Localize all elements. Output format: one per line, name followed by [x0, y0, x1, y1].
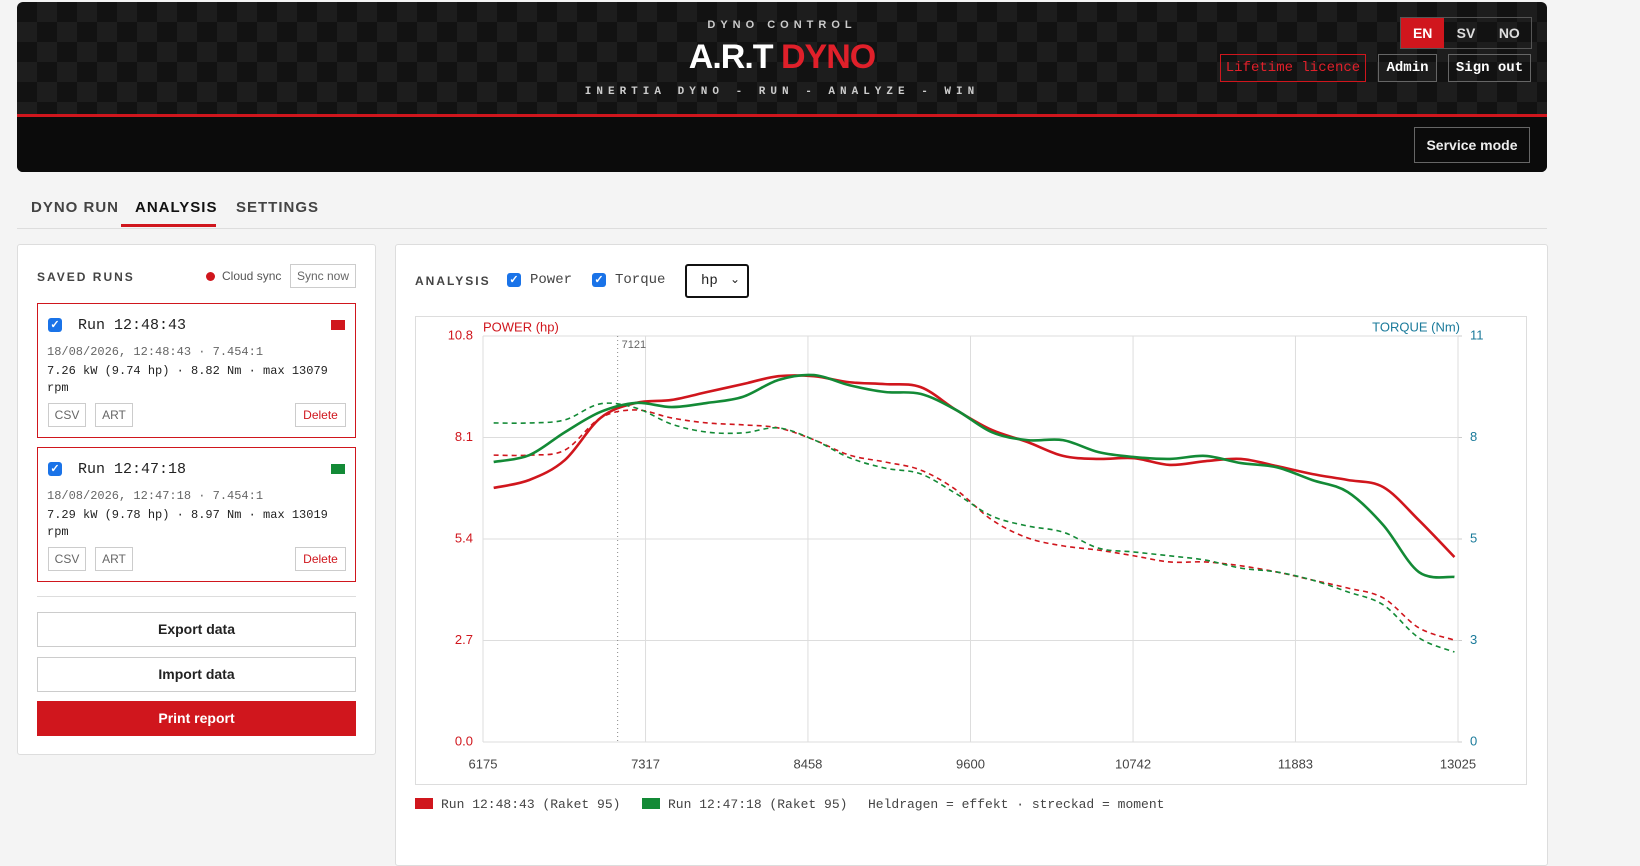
- service-mode-button[interactable]: Service mode: [1414, 127, 1530, 163]
- run-checkbox[interactable]: ✓: [48, 462, 62, 476]
- tab-active[interactable]: ANALYSIS: [135, 199, 218, 216]
- y2-tick-label: 3: [1470, 632, 1477, 647]
- sync-now-button[interactable]: Sync now: [290, 264, 356, 288]
- run-name: Run 12:48:43: [78, 317, 187, 334]
- run-name: Run 12:47:18: [78, 461, 187, 478]
- run-meta: 18/08/2026, 12:48:43 · 7.454:1: [47, 345, 264, 359]
- language[interactable]: SV: [1456, 25, 1476, 41]
- x-tick-label: 11883: [1278, 756, 1313, 771]
- sign-out-button[interactable]: Sign out: [1448, 54, 1531, 82]
- art-button[interactable]: ART: [95, 403, 133, 427]
- run-stats: 7.26 kW (9.74 hp) · 8.82 Nm · max 13079 …: [47, 364, 328, 395]
- run-meta: 18/08/2026, 12:47:18 · 7.454:1: [47, 489, 264, 503]
- torque-line: [493, 402, 1455, 653]
- analysis-title: ANALYSIS: [415, 274, 491, 288]
- x-tick-label: 8458: [793, 756, 822, 771]
- run-card[interactable]: [37, 303, 356, 438]
- y2-axis-label: TORQUE (Nm): [1372, 319, 1460, 334]
- art-button[interactable]: ART: [95, 547, 133, 571]
- rpm-marker-label: 7121: [622, 339, 646, 351]
- tab[interactable]: DYNO RUN: [31, 199, 120, 216]
- legend-entry: Run 12:48:43 (Raket 95): [441, 797, 621, 812]
- x-tick-label: 13025: [1440, 756, 1476, 771]
- run-checkbox[interactable]: ✓: [48, 318, 62, 332]
- unit-value: hp: [701, 273, 718, 289]
- y-tick-label: 10.8: [448, 327, 473, 342]
- y2-tick-label: 5: [1470, 530, 1477, 545]
- legend-entry: Run 12:47:18 (Raket 95): [668, 797, 848, 812]
- run-color: [331, 464, 345, 474]
- tab-divider: [17, 228, 1547, 229]
- licence-button[interactable]: Lifetime licence: [1220, 54, 1366, 82]
- y-tick-label: 0.0: [455, 733, 473, 748]
- csv-button[interactable]: CSV: [48, 547, 86, 571]
- y-axis-label: POWER (hp): [483, 319, 559, 334]
- cloud-sync: Cloud sync: [222, 269, 282, 283]
- run-card[interactable]: [37, 447, 356, 582]
- select-arrow: ⌄: [730, 272, 741, 286]
- language[interactable]: EN: [1401, 18, 1445, 48]
- power-toggle[interactable]: ✓: [507, 273, 521, 287]
- header: DYNO CONTROL A.R.T DYNO INERTIA DYNO - R…: [17, 2, 1547, 172]
- tagline: INERTIA DYNO - RUN - ANALYZE - WIN: [584, 86, 980, 98]
- delete-button[interactable]: Delete: [295, 547, 346, 571]
- print-button[interactable]: Print report: [37, 701, 356, 736]
- run-color: [331, 320, 345, 330]
- x-tick-label: 7317: [631, 756, 660, 771]
- torque-toggle[interactable]: ✓: [592, 273, 606, 287]
- delete-button[interactable]: Delete: [295, 403, 346, 427]
- brand-accent: DYNO: [781, 38, 876, 76]
- x-tick-label: 6175: [469, 756, 498, 771]
- export-button[interactable]: Export data: [37, 612, 356, 647]
- y-tick-label: 2.7: [455, 632, 473, 647]
- csv-button[interactable]: CSV: [48, 403, 86, 427]
- language[interactable]: NO: [1498, 25, 1520, 41]
- power-line: [493, 373, 1455, 579]
- legend-note: Heldragen = effekt · streckad = moment: [868, 797, 1165, 812]
- toggle-label: Power: [530, 272, 573, 288]
- tab-indicator: [121, 224, 216, 227]
- x-tick-label: 9600: [956, 756, 985, 771]
- language-switch: EN SV NO: [1400, 17, 1532, 49]
- brand: A.R.T DYNO: [17, 38, 1547, 77]
- separator: [37, 596, 356, 597]
- y2-tick-label: 0: [1470, 733, 1477, 748]
- brand-main: A.R.T: [688, 38, 774, 76]
- toggle-label: Torque: [615, 272, 666, 288]
- x-tick-label: 10742: [1115, 756, 1151, 771]
- import-button[interactable]: Import data: [37, 657, 356, 692]
- chart: POWER (hp) TORQUE (Nm) 0.0 2.7 5.4 8.1 10.8 0…: [415, 316, 1527, 785]
- sync-dot: [206, 272, 215, 281]
- y2-tick-label: 11: [1470, 327, 1484, 342]
- run-stats: 7.29 kW (9.78 hp) · 8.97 Nm · max 13019 …: [47, 508, 328, 539]
- tab[interactable]: SETTINGS: [236, 199, 320, 216]
- admin-button[interactable]: Admin: [1378, 54, 1437, 82]
- y-tick-label: 8.1: [455, 429, 473, 444]
- y2-tick-label: 8: [1470, 429, 1477, 444]
- y-tick-label: 5.4: [455, 530, 473, 545]
- header-bar: [17, 114, 1547, 172]
- legend-swatch: [415, 798, 433, 809]
- unit-select[interactable]: hp ⌄: [685, 264, 749, 298]
- panel-title: SAVED RUNS: [37, 270, 135, 284]
- kicker: DYNO CONTROL: [707, 19, 857, 31]
- legend-swatch: [642, 798, 660, 809]
